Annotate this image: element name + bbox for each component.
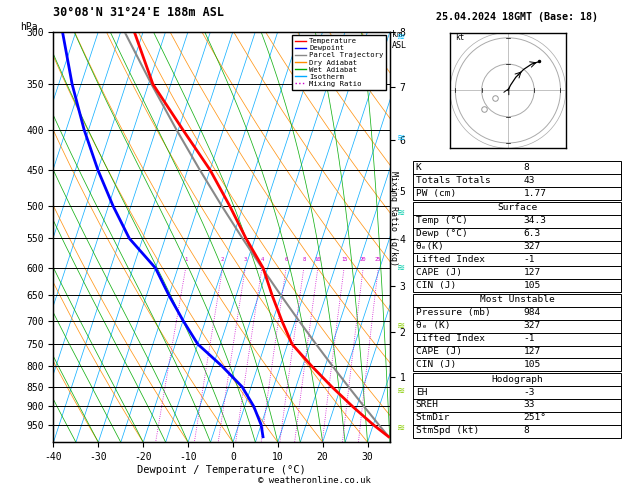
Text: 15: 15: [341, 257, 347, 262]
Text: ≋: ≋: [398, 320, 405, 330]
Text: Most Unstable: Most Unstable: [480, 295, 554, 305]
Text: 105: 105: [523, 281, 540, 290]
Text: 327: 327: [523, 321, 540, 330]
Text: 43: 43: [523, 175, 535, 185]
X-axis label: Dewpoint / Temperature (°C): Dewpoint / Temperature (°C): [137, 465, 306, 475]
Text: Dewp (°C): Dewp (°C): [416, 229, 467, 238]
Text: 127: 127: [523, 347, 540, 356]
Text: km
ASL: km ASL: [392, 30, 407, 50]
Text: CAPE (J): CAPE (J): [416, 347, 462, 356]
Text: Pressure (mb): Pressure (mb): [416, 309, 491, 317]
Text: 8: 8: [523, 426, 529, 435]
Text: Temp (°C): Temp (°C): [416, 216, 467, 226]
Text: ≋: ≋: [398, 263, 405, 273]
Text: θₑ (K): θₑ (K): [416, 321, 450, 330]
Text: 34.3: 34.3: [523, 216, 547, 226]
Text: Mixing Ratio (g/kg): Mixing Ratio (g/kg): [389, 171, 398, 266]
Text: hPa: hPa: [20, 21, 38, 32]
Text: Totals Totals: Totals Totals: [416, 175, 491, 185]
Text: ≋: ≋: [398, 133, 405, 143]
Text: -1: -1: [523, 334, 535, 343]
Text: StmDir: StmDir: [416, 413, 450, 422]
Text: 984: 984: [523, 309, 540, 317]
Text: ≋: ≋: [398, 32, 405, 42]
Text: 2: 2: [221, 257, 224, 262]
Text: K: K: [416, 163, 421, 172]
Text: StmSpd (kt): StmSpd (kt): [416, 426, 479, 435]
Text: 3: 3: [243, 257, 247, 262]
Text: CAPE (J): CAPE (J): [416, 268, 462, 277]
Text: 10: 10: [314, 257, 321, 262]
Text: 251°: 251°: [523, 413, 547, 422]
Text: 20: 20: [360, 257, 367, 262]
Text: ≋: ≋: [398, 423, 405, 434]
Text: ≋: ≋: [398, 386, 405, 396]
Text: 105: 105: [523, 360, 540, 369]
Text: PW (cm): PW (cm): [416, 189, 456, 198]
Text: 6.3: 6.3: [523, 229, 540, 238]
Text: Lifted Index: Lifted Index: [416, 255, 485, 264]
Text: Lifted Index: Lifted Index: [416, 334, 485, 343]
Text: 8: 8: [302, 257, 306, 262]
Text: 6: 6: [284, 257, 287, 262]
Text: CIN (J): CIN (J): [416, 360, 456, 369]
Text: 4: 4: [260, 257, 264, 262]
Text: SREH: SREH: [416, 400, 439, 410]
Text: EH: EH: [416, 388, 427, 397]
Text: 25: 25: [375, 257, 382, 262]
Text: 1.77: 1.77: [523, 189, 547, 198]
Text: Surface: Surface: [497, 203, 537, 212]
Text: kt: kt: [455, 34, 465, 42]
Text: 1: 1: [184, 257, 187, 262]
Text: ≋: ≋: [398, 208, 405, 218]
Text: -1: -1: [523, 255, 535, 264]
Text: θₑ(K): θₑ(K): [416, 242, 445, 251]
Text: 33: 33: [523, 400, 535, 410]
Text: -3: -3: [523, 388, 535, 397]
Text: 25.04.2024 18GMT (Base: 18): 25.04.2024 18GMT (Base: 18): [436, 12, 598, 22]
Text: 327: 327: [523, 242, 540, 251]
Text: 8: 8: [523, 163, 529, 172]
Legend: Temperature, Dewpoint, Parcel Trajectory, Dry Adiabat, Wet Adiabat, Isotherm, Mi: Temperature, Dewpoint, Parcel Trajectory…: [292, 35, 386, 90]
Text: CIN (J): CIN (J): [416, 281, 456, 290]
Text: 30°08'N 31°24'E 188m ASL: 30°08'N 31°24'E 188m ASL: [53, 6, 225, 19]
Text: © weatheronline.co.uk: © weatheronline.co.uk: [258, 475, 371, 485]
Text: 127: 127: [523, 268, 540, 277]
Text: Hodograph: Hodograph: [491, 375, 543, 384]
